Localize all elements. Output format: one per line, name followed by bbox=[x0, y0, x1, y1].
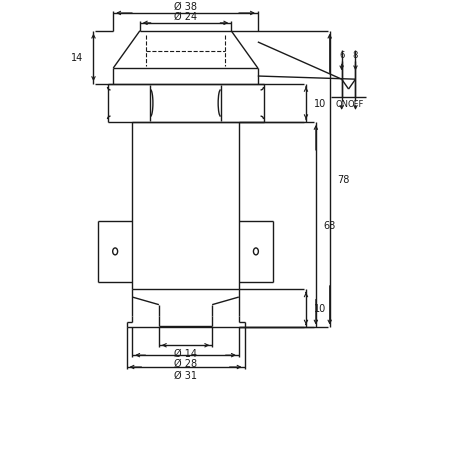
Text: ON: ON bbox=[335, 100, 347, 109]
Text: 8: 8 bbox=[352, 51, 358, 60]
Text: 6: 6 bbox=[338, 51, 344, 60]
Text: 14: 14 bbox=[71, 53, 84, 63]
Text: OFF: OFF bbox=[347, 100, 363, 109]
Text: 78: 78 bbox=[337, 175, 349, 185]
Text: Ø 14: Ø 14 bbox=[174, 348, 196, 358]
Text: 10: 10 bbox=[313, 99, 325, 109]
Text: Ø 31: Ø 31 bbox=[174, 370, 196, 380]
Text: Ø 24: Ø 24 bbox=[174, 12, 196, 22]
Text: Ø 38: Ø 38 bbox=[174, 2, 196, 12]
Text: Ø 28: Ø 28 bbox=[174, 358, 196, 368]
Text: 10: 10 bbox=[313, 304, 325, 314]
Text: 68: 68 bbox=[323, 220, 335, 230]
